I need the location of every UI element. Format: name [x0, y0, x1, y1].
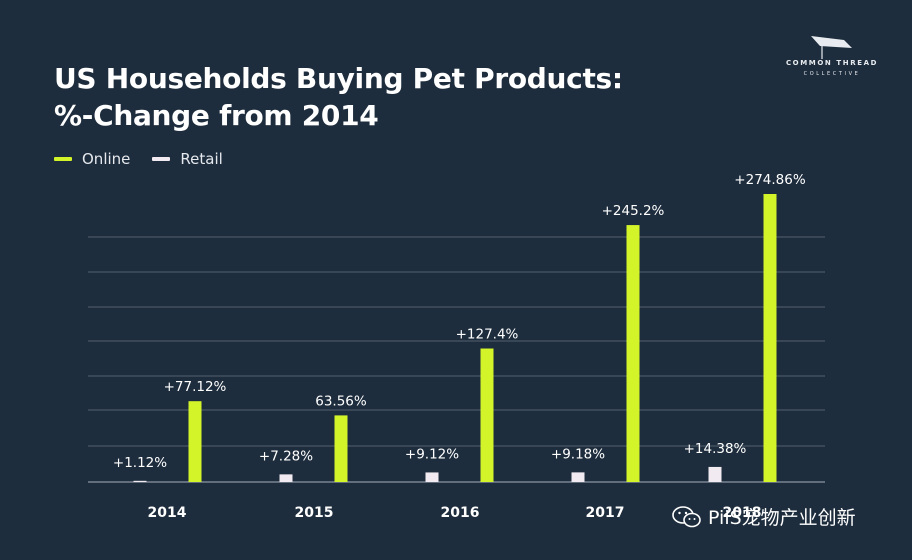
online-bar-2018: [763, 194, 777, 482]
common-thread-logo: COMMON THREAD COLLECTIVE: [782, 34, 882, 78]
wechat-icon: [672, 505, 701, 527]
retail-bar-2015: [279, 474, 293, 482]
retail-label-2018: +14.38%: [684, 441, 747, 457]
logo-subname: COLLECTIVE: [803, 71, 861, 77]
retail-label-2015: +7.28%: [259, 448, 313, 464]
x-tick-label-2015: 2015: [295, 505, 334, 521]
legend-item-online: Online: [54, 150, 130, 168]
watermark-text: PiiS宠物产业创新: [708, 507, 856, 529]
x-tick-label-2014: 2014: [148, 505, 187, 521]
x-tick-label-2017: 2017: [586, 505, 625, 521]
online-label-2017: +245.2%: [602, 203, 665, 219]
online-bar-2014: [188, 401, 202, 482]
flag-icon: [811, 36, 852, 59]
x-tick-label-2016: 2016: [441, 505, 480, 521]
retail-bar-2017: [571, 472, 585, 482]
chart-title-line-2: %-Change from 2014: [54, 99, 379, 132]
online-bar-2016: [480, 348, 494, 482]
legend: Online Retail: [54, 150, 245, 168]
chart-title-line-1: US Households Buying Pet Products:: [54, 62, 623, 95]
chart-title: US Households Buying Pet Products: %-Cha…: [54, 60, 623, 134]
retail-label-2014: +1.12%: [113, 455, 167, 471]
online-label-2015: 63.56%: [315, 393, 367, 409]
x-tick-label-2018: 2018: [723, 505, 762, 521]
online-bar-2017: [626, 225, 640, 482]
retail-bar-2016: [425, 472, 439, 482]
retail-bar-2014: [133, 480, 147, 482]
online-label-2016: +127.4%: [456, 327, 519, 343]
legend-item-retail: Retail: [152, 150, 223, 168]
legend-label-online: Online: [82, 150, 131, 168]
watermark: PiiS宠物产业创新: [672, 503, 856, 530]
logo-name: COMMON THREAD: [785, 59, 879, 67]
legend-label-retail: Retail: [180, 150, 223, 168]
retail-label-2016: +9.12%: [405, 446, 459, 462]
legend-swatch-retail: [152, 157, 171, 161]
online-label-2014: +77.12%: [164, 379, 227, 395]
online-bar-2015: [334, 415, 348, 482]
legend-swatch-online: [54, 157, 72, 161]
online-label-2018: +274.86%: [734, 172, 806, 188]
retail-bar-2018: [708, 466, 722, 482]
retail-label-2017: +9.18%: [551, 446, 605, 462]
